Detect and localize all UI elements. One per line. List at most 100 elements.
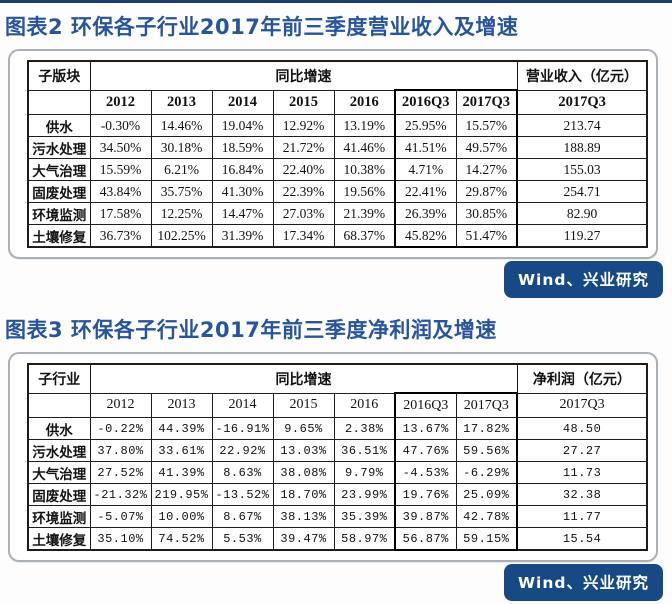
row-label: 污水处理 [27, 136, 91, 159]
growth-cell: 49.57% [455, 136, 519, 159]
growth-cell: 8.67% [211, 505, 274, 528]
table-row: 固废处理 43.84% 35.75% 41.30% 22.39% 19.56% 22.41%… [27, 180, 648, 203]
value-year-header: 2017Q3 [516, 392, 648, 418]
growth-cell: 13.19% [333, 114, 396, 137]
value-cell: 48.50 [516, 417, 648, 440]
growth-cell: 38.08% [272, 461, 335, 484]
growth-cell: 43.84% [89, 180, 152, 203]
growth-cell: 18.59% [211, 136, 274, 159]
profit-growth-table: 子行业 同比增速 净利润（亿元） 2012 2013 2014 2015 2016 2016Q3… [27, 363, 649, 551]
growth-cell: -16.91% [211, 417, 274, 440]
growth-cell: -5.07% [89, 505, 152, 528]
value-cell: 15.54 [516, 527, 648, 551]
year-header: 2016Q3 [394, 392, 457, 418]
value-group-header: 营业收入（亿元） [516, 60, 648, 91]
growth-cell: 15.59% [89, 158, 152, 181]
growth-cell: 41.39% [150, 461, 213, 484]
year-header: 2014 [211, 89, 274, 115]
table-header-row: 子行业 同比增速 净利润（亿元） [27, 363, 648, 394]
table-row: 固废处理 -21.32% 219.95% -13.52% 18.70% 23.99% 19.… [27, 483, 648, 506]
year-header: 2012 [89, 89, 152, 115]
row-label: 土壤修复 [27, 224, 91, 248]
growth-cell: 42.78% [455, 505, 519, 528]
growth-cell: 4.71% [394, 158, 457, 181]
value-year-header: 2017Q3 [516, 89, 648, 115]
growth-cell: 41.46% [333, 136, 396, 159]
value-cell: 119.27 [516, 224, 648, 248]
value-cell: 254.71 [516, 180, 648, 203]
growth-cell: 68.37% [333, 224, 396, 248]
year-header: 2016Q3 [394, 89, 457, 115]
growth-cell: -4.53% [394, 461, 457, 484]
growth-cell: 35.75% [150, 180, 213, 203]
growth-cell: 39.47% [272, 527, 335, 551]
value-group-header: 净利润（亿元） [516, 363, 648, 394]
growth-cell: 13.03% [272, 439, 335, 462]
growth-cell: 17.82% [455, 417, 519, 440]
corner-spacer [27, 392, 91, 418]
row-label: 供水 [27, 114, 91, 137]
growth-cell: 18.70% [272, 483, 335, 506]
table-row: 环境监测 17.58% 12.25% 14.47% 27.03% 21.39% 26.39%… [27, 202, 648, 225]
table-header-row: 子版块 同比增速 营业收入（亿元） [27, 60, 648, 91]
table-year-row: 2012 2013 2014 2015 2016 2016Q3 2017Q3 2017Q3 [27, 392, 648, 418]
source-badge: Wind、兴业研究 [503, 261, 663, 298]
table-row: 污水处理 37.80% 33.61% 22.92% 13.03% 36.51% 47.76%… [27, 439, 648, 462]
growth-cell: 14.46% [150, 114, 213, 137]
revenue-growth-table: 子版块 同比增速 营业收入（亿元） 2012 2013 2014 2015 2016 2016Q… [27, 60, 649, 248]
growth-cell: 35.10% [89, 527, 152, 551]
growth-cell: 9.79% [333, 461, 396, 484]
growth-cell: 21.39% [333, 202, 396, 225]
figure-title-revenue: 图表2 环保各子行业2017年前三季度营业收入及增速 [5, 15, 519, 39]
growth-cell: 21.72% [272, 136, 335, 159]
growth-cell: 6.21% [150, 158, 213, 181]
growth-cell: 16.84% [211, 158, 274, 181]
year-header: 2016 [333, 392, 396, 418]
growth-cell: -13.52% [211, 483, 274, 506]
growth-cell: 41.51% [394, 136, 457, 159]
growth-cell: 14.47% [211, 202, 274, 225]
growth-cell: 19.76% [394, 483, 457, 506]
growth-cell: 51.47% [455, 224, 519, 248]
value-cell: 82.90 [516, 202, 648, 225]
growth-cell: 19.56% [333, 180, 396, 203]
year-header: 2017Q3 [455, 89, 519, 115]
growth-cell: 10.00% [150, 505, 213, 528]
corner-header: 子版块 [27, 60, 91, 91]
year-header: 2014 [211, 392, 274, 418]
row-label: 环境监测 [27, 505, 91, 528]
growth-cell: 12.25% [150, 202, 213, 225]
growth-cell: 25.95% [394, 114, 457, 137]
source-badge: Wind、兴业研究 [503, 564, 663, 601]
growth-cell: 22.92% [211, 439, 274, 462]
growth-cell: -6.29% [455, 461, 519, 484]
year-header: 2013 [150, 89, 213, 115]
section-profit: 图表3 环保各子行业2017年前三季度净利润及增速 子行业 同比增速 净利润（亿元）… [0, 315, 672, 601]
value-cell: 155.03 [516, 158, 648, 181]
table-panel-revenue: 子版块 同比增速 营业收入（亿元） 2012 2013 2014 2015 2016 2016Q… [8, 49, 658, 259]
corner-header: 子行业 [27, 363, 91, 394]
growth-cell: 30.18% [150, 136, 213, 159]
growth-cell: -21.32% [89, 483, 152, 506]
growth-cell: 44.39% [150, 417, 213, 440]
growth-cell: 26.39% [394, 202, 457, 225]
growth-cell: 2.38% [333, 417, 396, 440]
growth-cell: 36.73% [89, 224, 152, 248]
value-cell: 27.27 [516, 439, 648, 462]
growth-cell: 22.39% [272, 180, 335, 203]
growth-cell: 17.58% [89, 202, 152, 225]
growth-cell: 8.63% [211, 461, 274, 484]
growth-cell: 19.04% [211, 114, 274, 137]
table-year-row: 2012 2013 2014 2015 2016 2016Q3 2017Q3 2017Q3 [27, 89, 648, 115]
growth-cell: -0.22% [89, 417, 152, 440]
growth-cell: 31.39% [211, 224, 274, 248]
growth-cell: 219.95% [150, 483, 213, 506]
row-label: 固废处理 [27, 180, 91, 203]
growth-cell: 45.82% [394, 224, 457, 248]
group-header: 同比增速 [89, 363, 518, 394]
row-label: 环境监测 [27, 202, 91, 225]
value-cell: 188.89 [516, 136, 648, 159]
growth-cell: 56.87% [394, 527, 457, 551]
table-row: 环境监测 -5.07% 10.00% 8.67% 38.13% 35.39% 39.87% 4… [27, 505, 648, 528]
year-header: 2015 [272, 89, 335, 115]
